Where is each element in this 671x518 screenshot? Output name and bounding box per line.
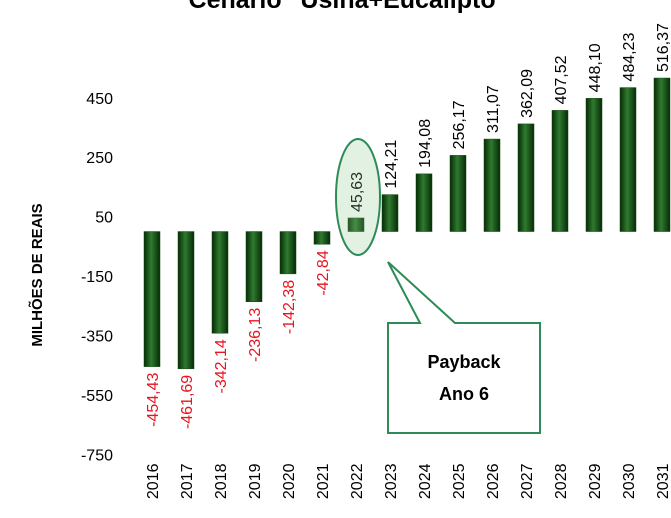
y-tick-label: -750 [81, 448, 113, 465]
x-tick-label: 2023 [383, 463, 400, 499]
x-tick-label: 2022 [349, 463, 366, 499]
bar [415, 173, 433, 232]
value-label: 362,09 [519, 69, 536, 118]
value-label: 311,07 [485, 85, 502, 133]
callout-text: Ano 6 [439, 384, 489, 404]
bar [449, 155, 467, 232]
bar [551, 110, 569, 232]
value-label: -42,84 [315, 250, 332, 295]
x-tick-label: 2027 [519, 463, 536, 499]
value-label: -236,13 [247, 308, 264, 362]
x-tick-label: 2029 [587, 463, 604, 499]
value-label: -342,14 [213, 339, 230, 393]
plot: 450 250 50 -150 -350 -550 -750 2016 -454,43 2017 -… [81, 23, 671, 499]
bar [585, 98, 603, 232]
bar [347, 217, 365, 232]
bar [313, 231, 331, 245]
y-tick-label: -550 [81, 388, 113, 405]
bar [483, 138, 501, 232]
value-label: 256,17 [451, 100, 468, 149]
x-tick-label: 2024 [417, 463, 434, 499]
value-label: -454,43 [145, 373, 162, 427]
value-label: 407,52 [553, 55, 570, 104]
x-tick-label: 2017 [179, 463, 196, 499]
x-tick-label: 2019 [247, 463, 264, 499]
x-tick-label: 2026 [485, 463, 502, 499]
value-label: 448,10 [587, 43, 604, 92]
bar [517, 123, 535, 232]
value-label: 45,63 [349, 172, 366, 212]
x-tick-label: 2018 [213, 463, 230, 499]
bar [653, 77, 671, 232]
x-tick-label: 2030 [621, 463, 638, 499]
x-tick-label: 2025 [451, 463, 468, 499]
y-tick-label: 50 [95, 210, 113, 227]
bar [279, 231, 297, 275]
bar [143, 231, 161, 367]
value-label: 194,08 [417, 119, 434, 168]
y-tick-label: -350 [81, 329, 113, 346]
y-axis-label: MILHÕES DE REAIS [28, 203, 46, 346]
y-tick-label: 250 [86, 150, 113, 167]
callout-text: Payback [427, 352, 501, 372]
value-label: -461,69 [179, 375, 196, 429]
x-tick-label: 2020 [281, 463, 298, 499]
x-tick-label: 2016 [145, 463, 162, 499]
y-tick-label: -150 [81, 269, 113, 286]
bar [619, 87, 637, 232]
bar [245, 231, 263, 302]
y-tick-label: 450 [86, 91, 113, 108]
value-label: 484,23 [621, 33, 638, 82]
value-label: -142,38 [281, 280, 298, 334]
bar [177, 231, 195, 370]
bar [211, 231, 229, 334]
highlight-ellipse [335, 138, 381, 256]
value-label: 124,21 [383, 140, 400, 189]
chart-title: Cenário "Usina+Eucalipto" [189, 0, 508, 14]
x-tick-label: 2021 [315, 463, 332, 499]
x-tick-label: 2031 [655, 463, 671, 499]
bar [381, 194, 399, 232]
x-tick-label: 2028 [553, 463, 570, 499]
value-label: 516,37 [655, 23, 671, 72]
callout-box [387, 261, 541, 434]
